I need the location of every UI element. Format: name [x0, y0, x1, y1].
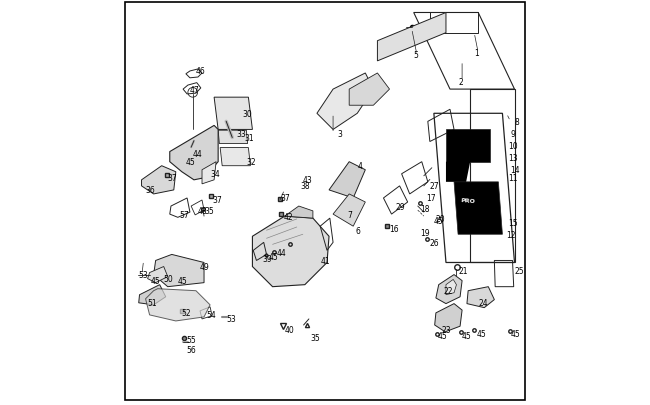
Text: 56: 56 — [186, 345, 196, 354]
Text: 54: 54 — [206, 311, 216, 320]
Text: 3: 3 — [337, 130, 342, 139]
Text: 44: 44 — [277, 248, 287, 257]
Polygon shape — [454, 182, 502, 234]
Text: 36: 36 — [146, 186, 155, 195]
Text: 45: 45 — [434, 216, 443, 225]
Polygon shape — [446, 130, 490, 162]
Text: 35: 35 — [204, 206, 214, 215]
Polygon shape — [285, 207, 313, 219]
Text: 2: 2 — [458, 77, 463, 86]
Text: 47: 47 — [190, 85, 200, 94]
Text: 39: 39 — [263, 254, 272, 263]
Text: PRO: PRO — [461, 197, 476, 204]
Text: 12: 12 — [506, 230, 516, 239]
Polygon shape — [170, 126, 218, 180]
Text: 31: 31 — [244, 134, 254, 143]
Polygon shape — [148, 267, 168, 283]
Text: 45: 45 — [151, 277, 161, 286]
Text: 53: 53 — [138, 271, 148, 279]
Polygon shape — [378, 13, 446, 62]
Text: 21: 21 — [458, 266, 467, 275]
Polygon shape — [435, 304, 462, 332]
Polygon shape — [446, 280, 456, 295]
Text: 51: 51 — [148, 298, 157, 307]
Text: 41: 41 — [321, 256, 331, 265]
Text: 48: 48 — [198, 206, 207, 215]
Text: 14: 14 — [510, 166, 520, 175]
Text: 35: 35 — [311, 333, 320, 342]
Polygon shape — [142, 166, 176, 194]
Text: 4: 4 — [358, 162, 362, 171]
Text: 22: 22 — [444, 286, 454, 296]
Text: 49: 49 — [200, 262, 210, 271]
Text: 37: 37 — [212, 196, 222, 205]
Text: 10: 10 — [508, 142, 518, 151]
Text: 37: 37 — [168, 174, 177, 183]
Text: 8: 8 — [515, 117, 519, 126]
Text: 15: 15 — [508, 218, 518, 227]
Text: 28: 28 — [450, 130, 460, 139]
Polygon shape — [138, 285, 166, 305]
Text: 33: 33 — [237, 130, 246, 139]
Text: 45: 45 — [462, 331, 472, 340]
Text: 42: 42 — [284, 212, 294, 221]
Text: 11: 11 — [508, 174, 518, 183]
Text: 43: 43 — [303, 176, 313, 185]
Text: 34: 34 — [210, 170, 220, 179]
Text: 57: 57 — [180, 210, 190, 219]
Text: 38: 38 — [301, 182, 311, 191]
Polygon shape — [349, 74, 389, 106]
Text: 16: 16 — [389, 224, 399, 233]
Text: 27: 27 — [430, 182, 439, 191]
Text: 45: 45 — [476, 329, 486, 338]
Polygon shape — [446, 162, 470, 182]
Polygon shape — [146, 289, 210, 321]
Text: 40: 40 — [285, 325, 294, 334]
Text: 23: 23 — [442, 325, 452, 334]
Polygon shape — [467, 287, 495, 308]
Text: 24: 24 — [478, 298, 488, 307]
Polygon shape — [317, 74, 373, 130]
Text: 37: 37 — [281, 194, 291, 203]
Text: 13: 13 — [508, 154, 518, 163]
Text: 18: 18 — [420, 204, 429, 213]
Text: 55: 55 — [186, 335, 196, 344]
Text: 9: 9 — [510, 130, 515, 139]
Polygon shape — [220, 148, 250, 166]
Polygon shape — [202, 162, 216, 184]
Polygon shape — [252, 217, 329, 287]
Text: 25: 25 — [515, 266, 524, 275]
Text: 1: 1 — [474, 49, 479, 58]
Text: 53: 53 — [226, 315, 236, 324]
Text: 32: 32 — [246, 158, 256, 167]
Polygon shape — [153, 255, 204, 287]
Text: 45: 45 — [268, 252, 278, 261]
Polygon shape — [214, 98, 252, 130]
Text: 30: 30 — [242, 109, 252, 119]
Text: 52: 52 — [182, 309, 192, 318]
Text: 5: 5 — [413, 51, 419, 60]
Polygon shape — [333, 194, 365, 227]
FancyBboxPatch shape — [125, 3, 525, 400]
Text: 6: 6 — [356, 226, 360, 235]
Text: 45: 45 — [178, 277, 188, 286]
Text: 45: 45 — [510, 329, 520, 338]
Text: 29: 29 — [396, 202, 405, 211]
Text: 20: 20 — [436, 214, 445, 223]
Polygon shape — [218, 131, 248, 144]
Polygon shape — [329, 162, 365, 198]
Text: 26: 26 — [430, 238, 439, 247]
Text: 50: 50 — [164, 275, 174, 284]
Text: 46: 46 — [195, 67, 205, 76]
Text: 19: 19 — [420, 228, 430, 237]
Polygon shape — [436, 275, 462, 304]
Text: 44: 44 — [193, 150, 203, 159]
Text: 7: 7 — [347, 210, 352, 219]
Text: 17: 17 — [426, 194, 436, 203]
Text: 45: 45 — [186, 158, 196, 167]
Text: 45: 45 — [438, 331, 448, 340]
